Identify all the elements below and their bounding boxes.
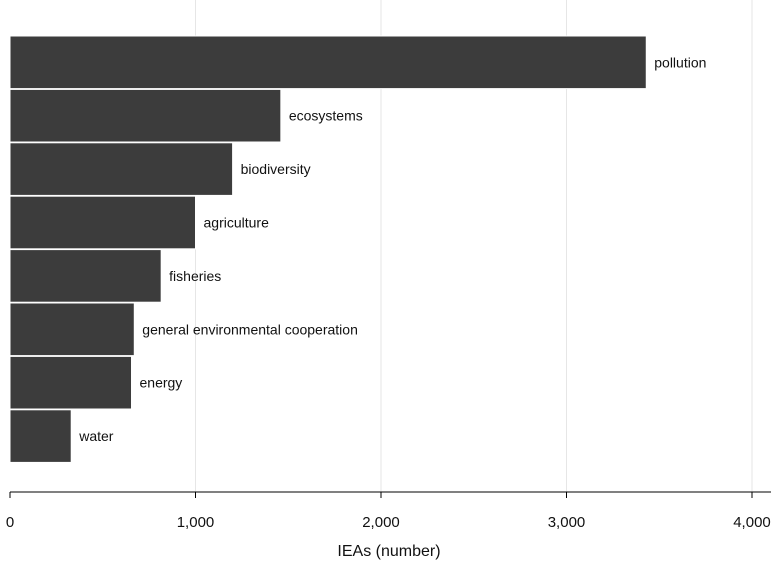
bar-label-ecosystems: ecosystems: [289, 108, 363, 124]
bar-labels: pollution ecosystems biodiversity agricultu…: [78, 54, 706, 444]
bar-label-water: water: [78, 428, 114, 444]
bar-energy: [9, 355, 133, 410]
x-tick-label-1: 1,000: [177, 514, 215, 531]
x-tick-label-4: 4,000: [733, 514, 771, 531]
bar-label-energy: energy: [140, 375, 183, 391]
bar-water: [9, 409, 72, 463]
bar-label-general-environmental-cooperation: general environmental cooperation: [142, 321, 358, 337]
x-tick-label-0: 0: [6, 514, 14, 531]
x-axis-ticks: 0 1,000 2,000 3,000 4,000: [6, 492, 771, 531]
bars: [9, 35, 647, 463]
x-tick-label-3: 3,000: [548, 514, 586, 531]
bar-label-fisheries: fisheries: [169, 268, 221, 284]
x-tick-label-2: 2,000: [362, 514, 400, 531]
x-axis-title: IEAs (number): [337, 543, 440, 560]
bar-label-agriculture: agriculture: [204, 215, 270, 231]
bar-fisheries: [9, 249, 162, 303]
bar-ecosystems: [9, 88, 282, 143]
bar-agriculture: [9, 195, 196, 250]
bar-label-biodiversity: biodiversity: [241, 161, 311, 177]
bar-label-pollution: pollution: [654, 54, 706, 70]
bar-pollution: [9, 35, 647, 90]
bar-general-environmental-cooperation: [9, 302, 135, 357]
bar-biodiversity: [9, 142, 234, 196]
